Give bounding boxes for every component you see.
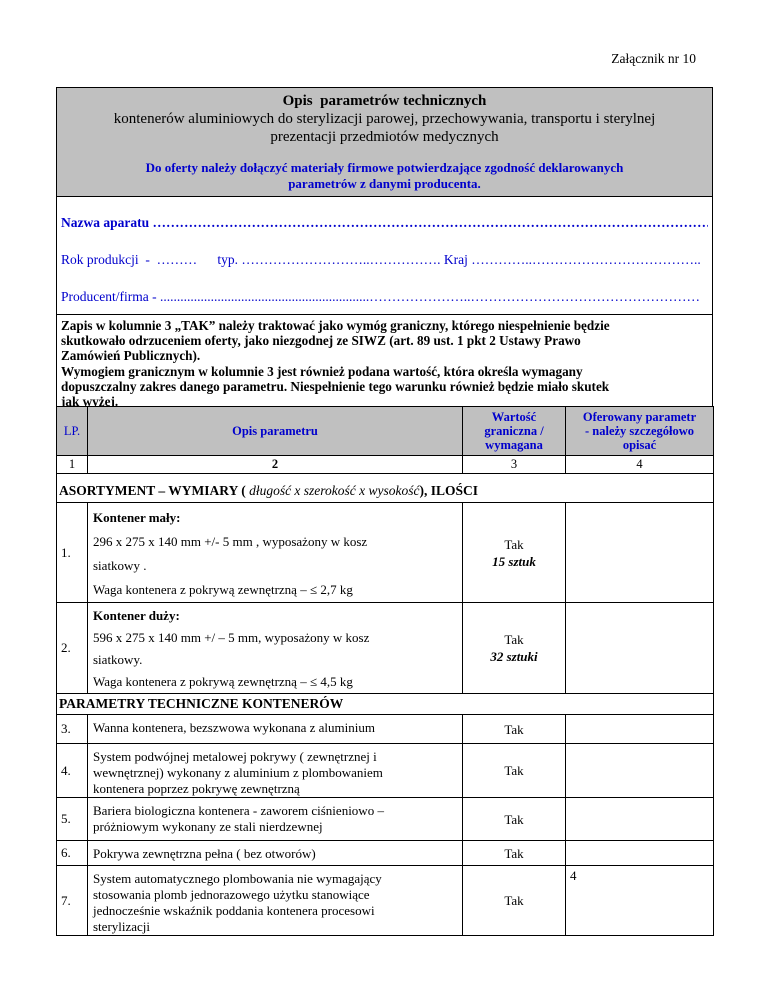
param-row-5: 5. Bariera biologiczna kontenera - zawor… [56, 797, 714, 841]
param-description: System podwójnej metalowej pokrywy ( zew… [93, 749, 383, 796]
param-description: Bariera biologiczna kontenera - zaworem … [93, 803, 384, 834]
table-header-row: LP. Opis parametru Wartość graniczna / w… [56, 406, 714, 456]
section-asortyment: ASORTYMENT – WYMIARY ( długość x szeroko… [56, 473, 714, 503]
row-number: 3. [56, 714, 88, 744]
required-quantity: 32 sztuki [490, 649, 538, 664]
row-number: 1. [56, 502, 88, 603]
document-title: Opis parametrów technicznych [282, 93, 487, 109]
param-row-3: 3. Wanna kontenera, bezszwowa wykonana z… [56, 714, 714, 744]
required-value: Tak [462, 840, 566, 866]
column-number-2: 2 [87, 455, 463, 474]
param-row-2: 2. Kontener duży: 596 x 275 x 140 mm +/ … [56, 602, 714, 694]
param-row-1: 1. Kontener mały: 296 x 275 x 140 mm +/-… [56, 502, 714, 603]
param-description: 296 x 275 x 140 mm +/- 5 mm , wyposażony… [93, 534, 368, 597]
column-number-row: 1 2 3 4 [56, 455, 714, 474]
offer-notice: Do oferty należy dołączyć materiały firm… [145, 160, 624, 191]
param-description: Wanna kontenera, bezszwowa wykonana z al… [93, 720, 375, 735]
row-number: 4. [56, 743, 88, 798]
header-opis-parametru: Opis parametru [87, 406, 463, 456]
field-rok-typ-kraj[interactable]: Rok produkcji - ……… typ. ………………………..…………… [61, 252, 701, 267]
row-number: 2. [56, 602, 88, 694]
required-value: Tak [462, 743, 566, 798]
row-number: 6. [56, 840, 88, 866]
column-number-1: 1 [56, 455, 88, 474]
param-row-6: 6. Pokrywa zewnętrzna pełna ( bez otworó… [56, 840, 714, 866]
offered-parameter-cell[interactable] [565, 602, 714, 694]
required-value: Tak [462, 797, 566, 841]
header-wartosc-graniczna: Wartość graniczna / wymagana [462, 406, 566, 456]
column-number-4: 4 [565, 455, 714, 474]
field-producent-firma[interactable]: Producent/firma - ......................… [61, 289, 700, 304]
section-asortyment-prefix: ASORTYMENT – WYMIARY ( [59, 483, 246, 498]
title-box: Opis parametrów technicznych kontenerów … [56, 87, 713, 197]
section-asortyment-dimensions: długość x szerokość x wysokość [245, 483, 420, 498]
field-nazwa-aparatu[interactable]: Nazwa aparatu ……………………………………………………………………… [61, 215, 708, 230]
required-value: Tak [462, 714, 566, 744]
header-lp: LP. [56, 406, 88, 456]
row-number: 7. [56, 865, 88, 936]
offered-parameter-cell[interactable] [565, 714, 714, 744]
requirement-warning-note: Zapis w kolumnie 3 „TAK” należy traktowa… [56, 315, 713, 407]
document-subtitle: kontenerów aluminiowych do sterylizacji … [113, 111, 656, 145]
required-value: Tak [504, 536, 524, 552]
header-oferowany-parametr: Oferowany parametr - należy szczegółowo … [565, 406, 714, 456]
required-value: Tak [504, 632, 524, 647]
attachment-label: Załącznik nr 10 [611, 51, 696, 66]
section-parametry-techniczne: PARAMETRY TECHNICZNE KONTENERÓW [56, 693, 714, 715]
section-asortyment-suffix: ), ILOŚCI [419, 483, 479, 498]
required-quantity: 15 sztuk [492, 553, 536, 569]
offered-parameter-cell[interactable] [565, 502, 714, 603]
row-title: Kontener duży: [93, 608, 180, 623]
param-description: Pokrywa zewnętrzna pełna ( bez otworów) [93, 846, 316, 861]
offered-parameter-cell[interactable] [565, 797, 714, 841]
row-title: Kontener mały: [93, 510, 181, 525]
offered-parameter-cell[interactable]: 4 [565, 865, 714, 936]
section-parametry-label: PARAMETRY TECHNICZNE KONTENERÓW [56, 693, 714, 715]
column-number-3: 3 [462, 455, 566, 474]
offered-parameter-cell[interactable] [565, 840, 714, 866]
document-content: Opis parametrów technicznych kontenerów … [56, 87, 714, 936]
param-description: System automatycznego plombowania nie wy… [93, 871, 382, 934]
parameters-table: LP. Opis parametru Wartość graniczna / w… [56, 406, 714, 936]
device-info-form: Nazwa aparatu ……………………………………………………………………… [56, 197, 713, 315]
row-number: 5. [56, 797, 88, 841]
required-value: Tak [462, 865, 566, 936]
offered-parameter-cell[interactable] [565, 743, 714, 798]
param-row-7: 7. System automatycznego plombowania nie… [56, 865, 714, 936]
param-row-4: 4. System podwójnej metalowej pokrywy ( … [56, 743, 714, 798]
param-description: 596 x 275 x 140 mm +/ – 5 mm, wyposażony… [93, 630, 370, 689]
